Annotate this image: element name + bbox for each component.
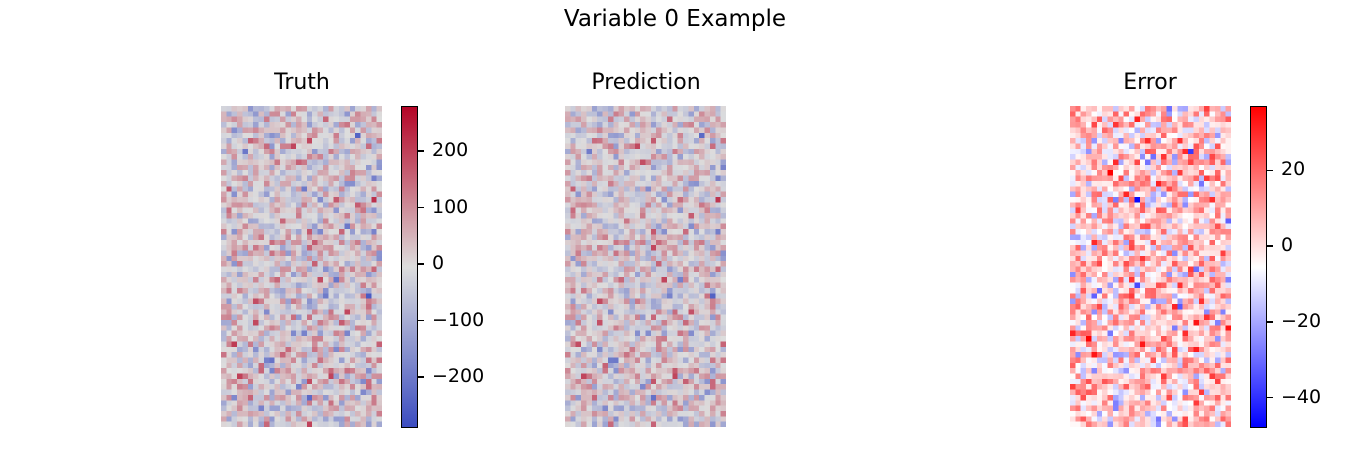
colorbar-tick-mark: [418, 263, 424, 265]
truth-colorbar: [401, 106, 418, 428]
colorbar-tick-label: −200: [432, 365, 485, 388]
truth-panel-title: Truth: [274, 70, 330, 95]
colorbar-tick-label: −20: [1281, 309, 1322, 332]
colorbar-tick-label: 200: [432, 139, 469, 162]
colorbar-tick-label: −40: [1281, 385, 1322, 408]
figure-title: Variable 0 Example: [563, 6, 787, 32]
colorbar-tick-label: 0: [1281, 234, 1294, 257]
colorbar-tick-label: 100: [432, 195, 469, 218]
colorbar-tick-mark: [1267, 321, 1273, 323]
error-colorbar: [1250, 106, 1267, 428]
truth-heatmap: [221, 106, 382, 427]
prediction-heatmap: [565, 106, 726, 427]
truth-colorbar-gradient: [401, 106, 418, 428]
colorbar-tick-label: 20: [1281, 158, 1306, 181]
colorbar-tick-mark: [1267, 245, 1273, 247]
colorbar-tick-mark: [418, 150, 424, 152]
colorbar-tick-label: 0: [432, 252, 445, 275]
colorbar-tick-mark: [418, 319, 424, 322]
colorbar-tick-mark: [418, 206, 424, 209]
error-panel-title: Error: [1123, 70, 1177, 95]
colorbar-tick-mark: [1267, 396, 1273, 399]
error-colorbar-gradient: [1250, 106, 1267, 428]
colorbar-tick-label: −100: [432, 308, 485, 331]
prediction-panel-title: Prediction: [591, 70, 701, 95]
colorbar-tick-mark: [418, 376, 424, 378]
error-heatmap: [1070, 106, 1231, 427]
colorbar-tick-mark: [1267, 169, 1273, 172]
